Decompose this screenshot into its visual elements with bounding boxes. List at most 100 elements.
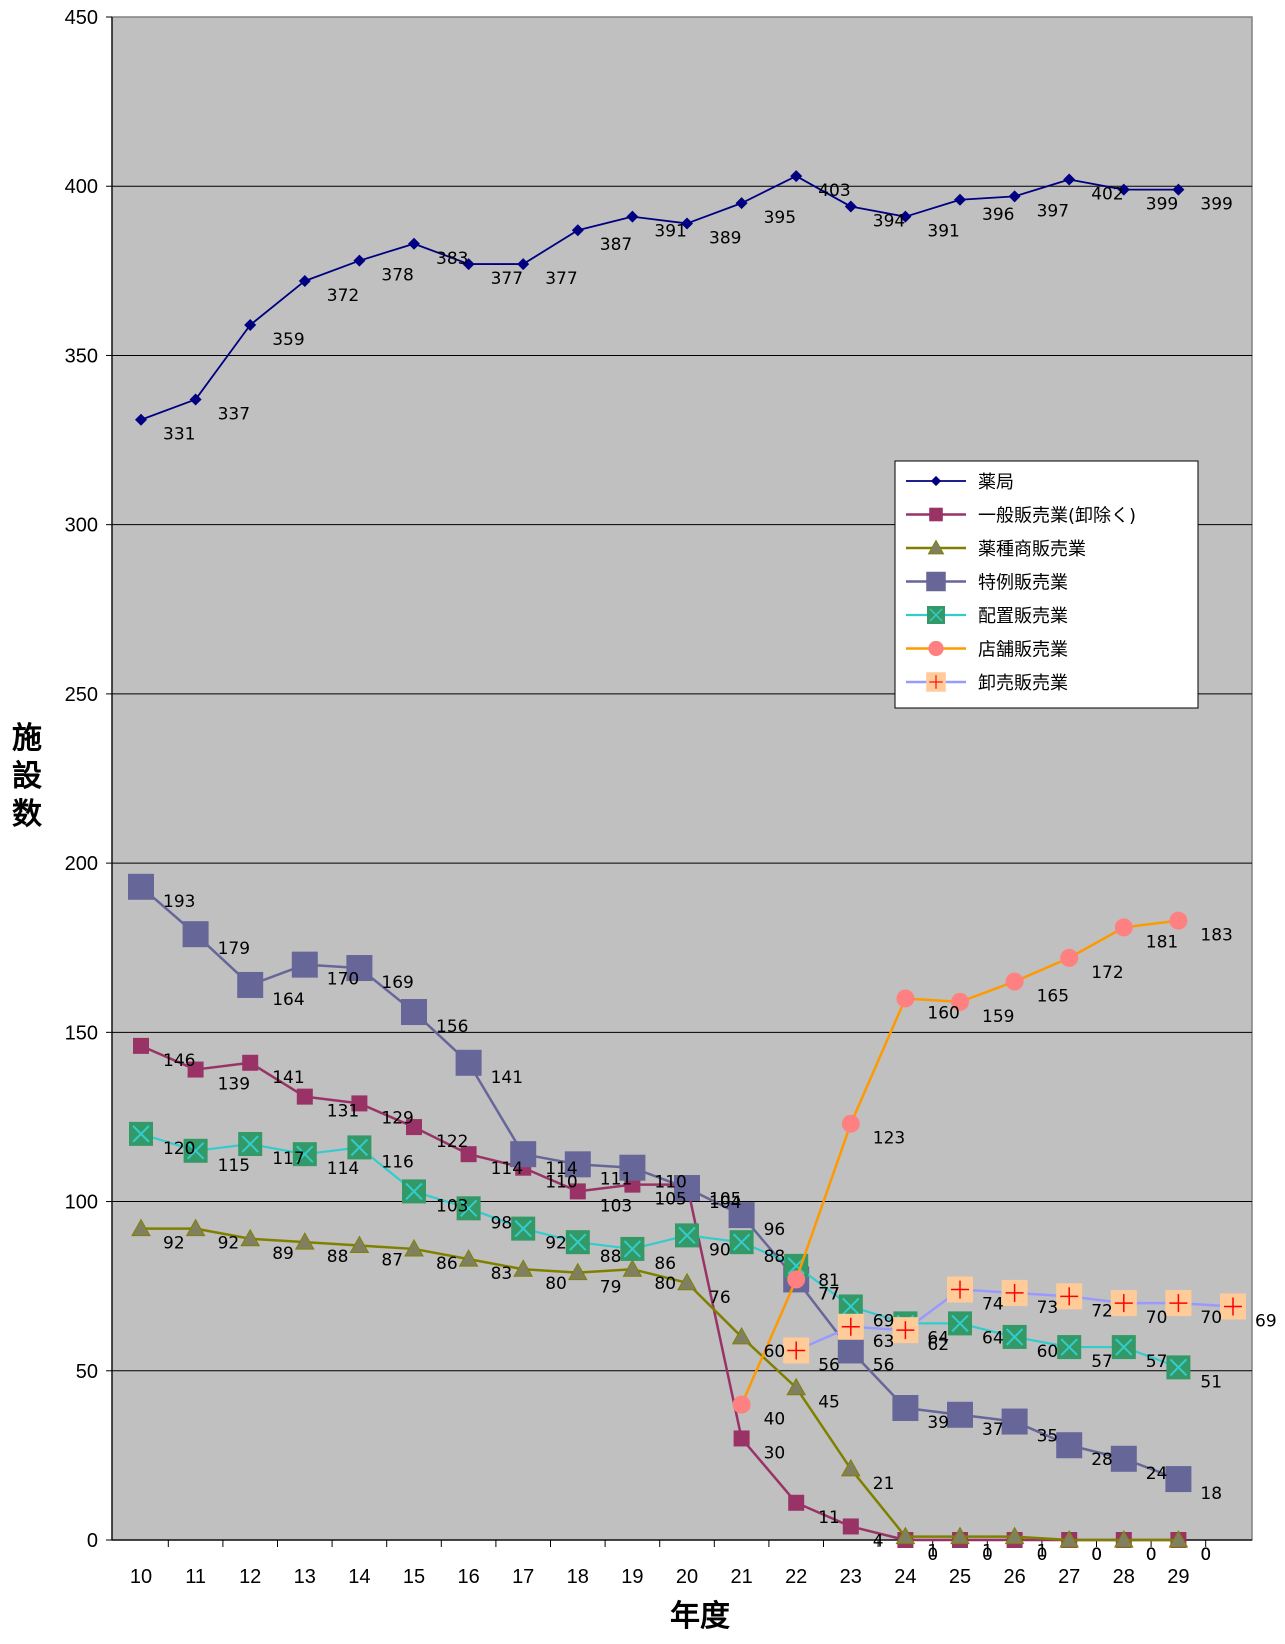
data-point	[1220, 1293, 1246, 1320]
data-label: 76	[709, 1288, 731, 1308]
data-label: 397	[1037, 201, 1069, 221]
legend-item-2: 一般販売業(卸除く)	[906, 506, 1136, 527]
data-label: 389	[709, 228, 741, 248]
marker-cross-b	[405, 1182, 423, 1201]
data-label: 70	[1146, 1308, 1168, 1328]
data-label: 88	[764, 1247, 786, 1267]
y-tick-label: 400	[65, 176, 98, 198]
data-label: 396	[982, 205, 1014, 225]
data-label: 179	[218, 939, 250, 959]
data-label: 0	[1091, 1545, 1102, 1565]
x-tick-label: 21	[730, 1566, 752, 1588]
legend-marker	[928, 640, 944, 657]
data-label: 45	[818, 1393, 840, 1413]
data-label: 0	[1200, 1545, 1211, 1565]
data-point	[620, 1236, 645, 1261]
legend-item-1: 薬局	[906, 472, 1014, 493]
legend-item-5: 配置販売業	[906, 606, 1068, 627]
marker-cross-b	[678, 1226, 696, 1245]
data-label: 21	[873, 1474, 895, 1494]
data-point	[1002, 1324, 1027, 1349]
data-label: 81	[818, 1271, 840, 1291]
data-point	[1057, 1335, 1082, 1360]
marker-cross-b	[514, 1219, 532, 1238]
data-label: 74	[982, 1295, 1004, 1315]
data-label: 160	[927, 1003, 959, 1023]
y-axis-title-char-1: 施	[12, 721, 42, 756]
data-label: 172	[1091, 963, 1123, 983]
data-label: 193	[163, 892, 195, 912]
x-tick-label: 10	[130, 1566, 152, 1588]
data-point	[292, 1142, 317, 1167]
data-label: 77	[818, 1284, 840, 1304]
data-label: 159	[982, 1007, 1014, 1027]
data-point	[187, 1061, 204, 1078]
data-point	[1114, 918, 1133, 937]
legend-item-6: 店舗販売業	[906, 640, 1068, 661]
x-tick-label: 25	[949, 1566, 971, 1588]
series-line	[140, 1044, 1179, 1542]
data-label: 372	[327, 286, 359, 306]
data-point	[242, 1054, 259, 1071]
data-label: 57	[1146, 1352, 1168, 1372]
marker-cross-b	[1115, 1338, 1133, 1356]
data-label: 165	[1037, 987, 1069, 1007]
x-tick-label: 22	[785, 1566, 807, 1588]
data-point	[1111, 1335, 1136, 1360]
data-label: 57	[1091, 1352, 1113, 1372]
x-tick-label: 27	[1058, 1566, 1080, 1588]
data-label: 115	[218, 1156, 250, 1176]
data-label: 359	[272, 330, 304, 350]
marker-cross-b	[1169, 1358, 1188, 1377]
data-label: 92	[218, 1234, 240, 1254]
data-point	[783, 1337, 810, 1364]
series-group	[128, 170, 1246, 1548]
data-label: 92	[163, 1234, 185, 1254]
data-label: 391	[927, 222, 959, 242]
legend-label: 一般販売業(卸除く)	[978, 506, 1136, 527]
data-point	[947, 1401, 973, 1428]
data-point	[681, 217, 693, 230]
legend-label: 薬局	[978, 472, 1014, 493]
data-point	[1004, 1526, 1025, 1545]
data-point	[733, 1430, 750, 1447]
data-point	[1056, 1432, 1083, 1459]
data-label: 0	[982, 1545, 993, 1565]
data-point	[951, 992, 969, 1011]
data-point	[460, 1146, 477, 1163]
marker-cross-b	[350, 1138, 369, 1157]
y-axis-title-char-2: 設	[12, 759, 42, 794]
data-label: 399	[1146, 195, 1178, 215]
data-point	[895, 1526, 916, 1545]
data-point	[1008, 190, 1021, 203]
data-point	[244, 318, 257, 331]
y-tick-label: 300	[65, 515, 98, 537]
legend-marker-wrap	[927, 539, 945, 555]
data-label: 399	[1200, 195, 1232, 215]
x-tick-label: 20	[676, 1566, 698, 1588]
data-label: 80	[545, 1274, 567, 1294]
data-label: 378	[381, 266, 413, 286]
data-label: 395	[764, 208, 796, 228]
data-label: 169	[381, 973, 413, 993]
data-label: 114	[545, 1159, 577, 1179]
marker-cross-b	[569, 1233, 587, 1251]
data-point	[291, 951, 318, 978]
data-label: 63	[873, 1332, 895, 1352]
data-label: 56	[818, 1355, 840, 1375]
data-point	[510, 1141, 537, 1168]
data-point	[511, 1216, 536, 1241]
series-line	[141, 1227, 1179, 1542]
data-point	[788, 1494, 805, 1511]
data-point	[899, 210, 912, 223]
x-tick-label: 16	[457, 1566, 479, 1588]
legend-label: 店舗販売業	[978, 640, 1068, 661]
data-label: 146	[163, 1051, 195, 1071]
data-label: 92	[545, 1234, 567, 1254]
data-label: 77	[818, 1284, 840, 1304]
data-label: 89	[272, 1244, 294, 1264]
marker-cross-b	[132, 1125, 150, 1143]
data-point	[892, 1317, 919, 1344]
